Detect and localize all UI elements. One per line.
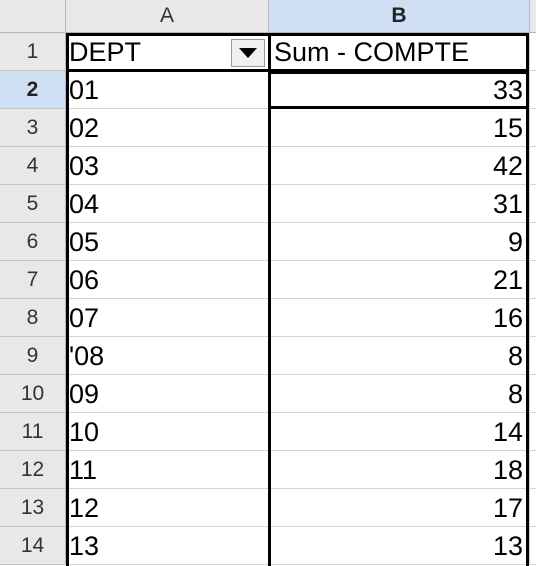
row-header[interactable]: 14 (0, 527, 66, 565)
cell[interactable] (530, 261, 536, 299)
cell-dept[interactable]: 01 (66, 71, 269, 109)
column-header-b[interactable]: B (269, 0, 530, 33)
cell-count[interactable]: 9 (269, 223, 530, 261)
cell-dept[interactable]: '08 (66, 337, 269, 375)
row-header[interactable]: 10 (0, 375, 66, 413)
column-header-row: A B (0, 0, 536, 33)
cell[interactable] (530, 489, 536, 527)
table-row: 9 '08 8 (0, 337, 536, 375)
cell-count[interactable]: 17 (269, 489, 530, 527)
cell[interactable] (530, 33, 536, 71)
cell-count[interactable]: 31 (269, 185, 530, 223)
cell-dept[interactable]: 13 (66, 527, 269, 565)
cell-dept[interactable]: 11 (66, 451, 269, 489)
cell-dept[interactable]: 03 (66, 147, 269, 185)
cell-count[interactable]: 33 (269, 71, 530, 109)
cell-count[interactable]: 13 (269, 527, 530, 565)
table-row: 13 12 17 (0, 489, 536, 527)
cell[interactable] (530, 185, 536, 223)
cell[interactable] (530, 375, 536, 413)
row-header[interactable]: 13 (0, 489, 66, 527)
table-row: 2 01 33 (0, 71, 536, 109)
cell[interactable] (530, 223, 536, 261)
cell-count[interactable]: 42 (269, 147, 530, 185)
cell[interactable] (530, 299, 536, 337)
table-row: 1 DEPT Sum - COMPTE (0, 33, 536, 71)
cell-dept[interactable]: 06 (66, 261, 269, 299)
row-header[interactable]: 4 (0, 147, 66, 185)
cell-dept[interactable]: 10 (66, 413, 269, 451)
cell[interactable] (530, 337, 536, 375)
table-row: 6 05 9 (0, 223, 536, 261)
cell-count[interactable]: 18 (269, 451, 530, 489)
select-all-corner[interactable] (0, 0, 66, 33)
cell-count[interactable]: 8 (269, 375, 530, 413)
row-header[interactable]: 8 (0, 299, 66, 337)
cell[interactable] (530, 109, 536, 147)
row-header[interactable]: 5 (0, 185, 66, 223)
table-row: 4 03 42 (0, 147, 536, 185)
cell-dept[interactable]: 09 (66, 375, 269, 413)
cell-dept[interactable]: 05 (66, 223, 269, 261)
row-header[interactable]: 9 (0, 337, 66, 375)
row-header[interactable]: 1 (0, 33, 66, 71)
chevron-down-icon (239, 48, 257, 58)
cell-count[interactable]: 21 (269, 261, 530, 299)
column-header-c[interactable] (530, 0, 536, 33)
pivot-field-dept-label: DEPT (69, 37, 142, 67)
pivot-field-dropdown-button[interactable] (231, 39, 265, 67)
row-header[interactable]: 2 (0, 71, 66, 109)
table-row: 14 13 13 (0, 527, 536, 565)
cell-dept[interactable]: 07 (66, 299, 269, 337)
table-row: 8 07 16 (0, 299, 536, 337)
row-header[interactable]: 6 (0, 223, 66, 261)
table-row: 7 06 21 (0, 261, 536, 299)
column-header-a[interactable]: A (66, 0, 269, 33)
cell[interactable] (530, 451, 536, 489)
cell[interactable] (530, 71, 536, 109)
row-header[interactable]: 7 (0, 261, 66, 299)
cell-count[interactable]: 8 (269, 337, 530, 375)
row-header[interactable]: 11 (0, 413, 66, 451)
cell-dept[interactable]: 02 (66, 109, 269, 147)
table-row: 3 02 15 (0, 109, 536, 147)
table-row: 11 10 14 (0, 413, 536, 451)
cell-count[interactable]: 15 (269, 109, 530, 147)
cell[interactable] (530, 413, 536, 451)
cell-count[interactable]: 16 (269, 299, 530, 337)
table-row: 12 11 18 (0, 451, 536, 489)
row-header[interactable]: 3 (0, 109, 66, 147)
cell[interactable] (530, 147, 536, 185)
row-header[interactable]: 12 (0, 451, 66, 489)
table-row: 10 09 8 (0, 375, 536, 413)
cell-dept[interactable]: 12 (66, 489, 269, 527)
cell-count[interactable]: 14 (269, 413, 530, 451)
cell[interactable] (530, 527, 536, 565)
table-row: 5 04 31 (0, 185, 536, 223)
cell-dept[interactable]: 04 (66, 185, 269, 223)
pivot-data-field-header[interactable]: Sum - COMPTE (269, 33, 530, 71)
